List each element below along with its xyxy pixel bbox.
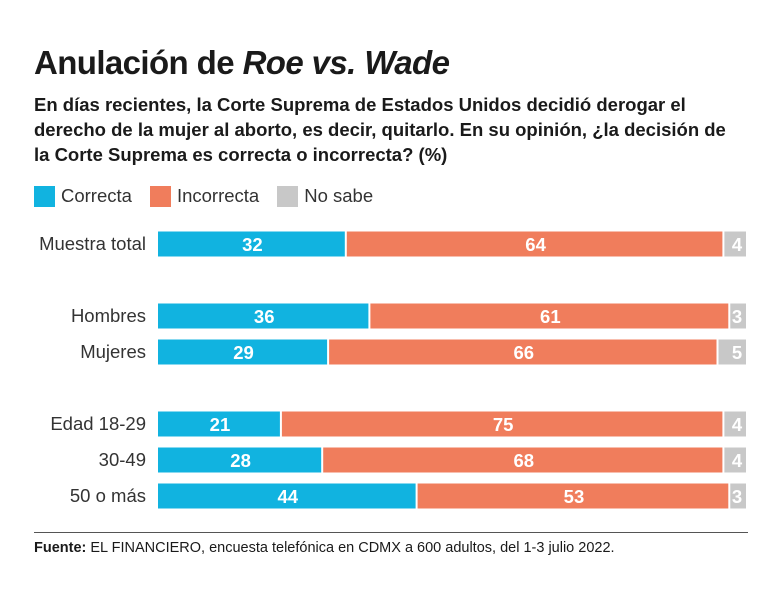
source-note: Fuente: EL FINANCIERO, encuesta telefóni… (34, 540, 615, 556)
category-label-mujeres: Mujeres (80, 341, 146, 362)
category-label-30-49: 30-49 (99, 449, 146, 470)
value-label-no-sabe-mujeres: 5 (732, 342, 742, 363)
bar-no-sabe-30-49 (724, 447, 746, 473)
category-label-muestra-total: Muestra total (39, 233, 146, 254)
bar-no-sabe-edad-18-29 (724, 411, 746, 437)
category-label-edad-18-29: Edad 18-29 (50, 413, 146, 434)
bar-no-sabe-50-o-mas (730, 483, 746, 509)
value-label-no-sabe-30-49: 4 (732, 450, 743, 471)
value-label-correcta-30-49: 28 (230, 450, 251, 471)
bar-no-sabe-mujeres (718, 339, 746, 365)
bar-incorrecta-hombres (370, 303, 729, 329)
chart-legend: Correcta Incorrecta No sabe (34, 185, 391, 207)
bar-correcta-muestra-total (158, 231, 345, 257)
bar-no-sabe-hombres (730, 303, 746, 329)
page-title: Anulación de Roe vs. Wade (34, 44, 450, 82)
legend-swatch-incorrecta (149, 185, 171, 207)
bar-incorrecta-50-o-mas (417, 483, 729, 509)
source-label: Fuente: (34, 540, 87, 556)
value-label-no-sabe-muestra-total: 4 (732, 234, 743, 255)
bar-incorrecta-muestra-total (346, 231, 723, 257)
value-label-incorrecta-edad-18-29: 75 (493, 414, 514, 435)
bar-incorrecta-edad-18-29 (281, 411, 723, 437)
legend-label-no-sabe: No sabe (304, 185, 374, 206)
legend-swatch-no-sabe (277, 185, 299, 207)
source-text: EL FINANCIERO, encuesta telefónica en CD… (86, 540, 615, 556)
bar-correcta-edad-18-29 (158, 411, 280, 437)
value-label-correcta-muestra-total: 32 (242, 234, 263, 255)
value-label-incorrecta-50-o-mas: 53 (564, 486, 585, 507)
value-label-correcta-50-o-mas: 44 (278, 486, 299, 507)
bar-incorrecta-mujeres (329, 339, 717, 365)
value-label-incorrecta-hombres: 61 (540, 306, 561, 327)
legend-item-no-sabe: No sabe (277, 185, 373, 207)
value-label-incorrecta-muestra-total: 64 (525, 234, 546, 255)
value-label-correcta-mujeres: 29 (233, 342, 254, 363)
bar-correcta-hombres (158, 303, 369, 329)
legend-swatch-correcta (34, 185, 55, 207)
footer-divider (34, 532, 748, 533)
title-italic-text: Roe vs. Wade (242, 44, 450, 81)
legend-label-incorrecta: Incorrecta (176, 185, 260, 206)
value-label-no-sabe-50-o-mas: 3 (732, 486, 742, 507)
bar-incorrecta-30-49 (323, 447, 723, 473)
bar-correcta-30-49 (158, 447, 322, 473)
value-label-incorrecta-mujeres: 66 (514, 342, 535, 363)
legend-item-correcta: Correcta (34, 185, 132, 207)
bar-correcta-50-o-mas (158, 483, 416, 509)
chart-subtitle: En días recientes, la Corte Suprema de E… (34, 94, 726, 165)
legend-item-incorrecta: Incorrecta (149, 185, 260, 207)
value-label-correcta-edad-18-29: 21 (210, 414, 231, 435)
value-label-incorrecta-30-49: 68 (514, 450, 535, 471)
value-label-correcta-hombres: 36 (254, 306, 275, 327)
title-text: Anulación de (34, 44, 243, 81)
value-label-no-sabe-hombres: 3 (732, 306, 742, 327)
bar-no-sabe-muestra-total (724, 231, 746, 257)
category-label-hombres: Hombres (71, 305, 146, 326)
category-label-50-o-mas: 50 o más (70, 485, 146, 506)
bar-correcta-mujeres (158, 339, 328, 365)
value-label-no-sabe-edad-18-29: 4 (732, 414, 743, 435)
legend-label-correcta: Correcta (61, 185, 132, 206)
